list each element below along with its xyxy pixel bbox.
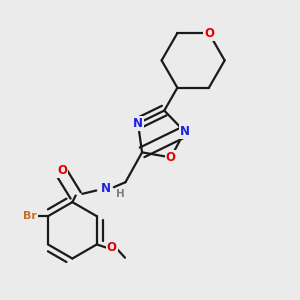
Text: N: N [100,182,111,195]
Text: O: O [107,241,117,254]
Text: O: O [204,27,214,40]
Text: Br: Br [23,211,37,221]
Text: O: O [57,164,68,177]
Text: N: N [133,117,143,130]
Text: N: N [180,125,190,138]
Text: H: H [116,189,125,199]
Text: O: O [166,151,176,164]
